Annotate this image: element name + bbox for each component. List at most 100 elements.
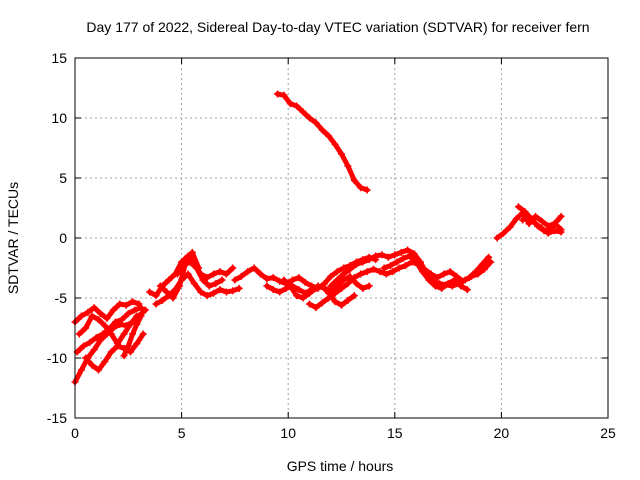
data-point bbox=[393, 258, 401, 266]
data-point bbox=[338, 284, 345, 292]
data-point bbox=[333, 282, 341, 290]
data-point bbox=[158, 296, 166, 304]
data-point bbox=[318, 282, 326, 290]
data-point bbox=[293, 102, 301, 110]
data-point bbox=[280, 91, 288, 99]
data-point bbox=[101, 322, 109, 330]
data-point bbox=[359, 258, 367, 266]
data-point bbox=[199, 276, 207, 284]
data-point bbox=[363, 268, 371, 276]
data-point bbox=[286, 282, 294, 290]
data-point bbox=[103, 314, 111, 322]
data-point bbox=[222, 270, 230, 278]
data-point bbox=[293, 292, 301, 300]
data-point bbox=[101, 358, 109, 366]
data-point bbox=[88, 361, 96, 369]
data-point bbox=[133, 340, 141, 348]
data-point bbox=[338, 301, 345, 309]
y-tick-label: 10 bbox=[51, 110, 67, 126]
data-point bbox=[203, 274, 211, 282]
data-point bbox=[210, 289, 218, 297]
data-point bbox=[344, 296, 352, 304]
data-point bbox=[376, 268, 384, 276]
data-point bbox=[457, 282, 465, 290]
tick-labels: 0 5 10 15 20 25 -15 -10 -5 0 5 10 15 bbox=[47, 50, 616, 441]
data-point bbox=[363, 186, 371, 194]
data-point bbox=[485, 253, 493, 261]
data-point bbox=[175, 282, 183, 290]
chart-title: Day 177 of 2022, Sidereal Day-to-day VTE… bbox=[86, 19, 589, 35]
data-point bbox=[269, 286, 277, 294]
data-point bbox=[229, 287, 237, 295]
data-point bbox=[94, 366, 102, 374]
data-point bbox=[84, 308, 92, 316]
data-point bbox=[190, 280, 198, 288]
x-tick-label: 25 bbox=[600, 425, 616, 441]
series-track-q bbox=[274, 90, 371, 194]
data-point bbox=[333, 268, 341, 276]
data-point bbox=[97, 310, 105, 318]
y-tick-label: 0 bbox=[59, 230, 67, 246]
data-point bbox=[124, 310, 132, 318]
data-point bbox=[525, 212, 533, 220]
data-point bbox=[551, 227, 559, 235]
data-point bbox=[344, 162, 352, 170]
data-point bbox=[156, 282, 164, 290]
data-point bbox=[395, 264, 403, 272]
series-track-e bbox=[82, 330, 147, 374]
data-point bbox=[129, 298, 137, 306]
data-point bbox=[544, 229, 552, 237]
data-point bbox=[312, 304, 320, 312]
data-point bbox=[525, 220, 533, 228]
data-point bbox=[331, 140, 339, 148]
data-point bbox=[133, 320, 141, 328]
data-point bbox=[480, 265, 488, 273]
data-point bbox=[352, 280, 360, 288]
data-point bbox=[389, 268, 397, 276]
data-point bbox=[357, 270, 365, 278]
data-point bbox=[88, 312, 96, 320]
data-point bbox=[109, 306, 117, 314]
data-point bbox=[384, 253, 392, 261]
data-point bbox=[299, 294, 307, 302]
grid bbox=[75, 58, 608, 418]
data-series bbox=[71, 90, 565, 386]
data-point bbox=[112, 318, 120, 326]
data-point bbox=[269, 274, 277, 282]
data-point bbox=[519, 216, 527, 224]
data-point bbox=[114, 342, 122, 350]
series-track-f bbox=[120, 312, 145, 360]
data-point bbox=[244, 268, 252, 276]
data-point bbox=[433, 274, 441, 282]
data-point bbox=[92, 334, 100, 342]
data-point bbox=[250, 264, 258, 272]
data-point bbox=[521, 208, 529, 216]
data-point bbox=[446, 268, 454, 276]
data-point bbox=[126, 320, 134, 328]
data-point bbox=[216, 268, 224, 276]
data-point bbox=[256, 270, 264, 278]
data-point bbox=[231, 276, 239, 284]
data-point bbox=[318, 126, 326, 134]
data-point bbox=[86, 338, 94, 346]
y-tick-label: -5 bbox=[55, 290, 68, 306]
data-point bbox=[169, 294, 177, 302]
y-tick-label: -10 bbox=[47, 350, 67, 366]
data-point bbox=[184, 270, 192, 278]
data-point bbox=[325, 132, 333, 140]
data-point bbox=[205, 282, 213, 290]
data-point bbox=[152, 292, 160, 300]
data-point bbox=[397, 248, 405, 256]
data-point bbox=[120, 352, 128, 360]
data-point bbox=[173, 270, 181, 278]
data-point bbox=[365, 282, 373, 290]
data-point bbox=[372, 252, 380, 260]
data-point bbox=[188, 248, 196, 256]
data-point bbox=[295, 274, 303, 282]
data-point bbox=[274, 90, 282, 98]
data-point bbox=[506, 223, 514, 231]
data-point bbox=[365, 256, 373, 264]
x-axis-title: GPS time / hours bbox=[287, 458, 394, 474]
series-line bbox=[76, 313, 140, 347]
